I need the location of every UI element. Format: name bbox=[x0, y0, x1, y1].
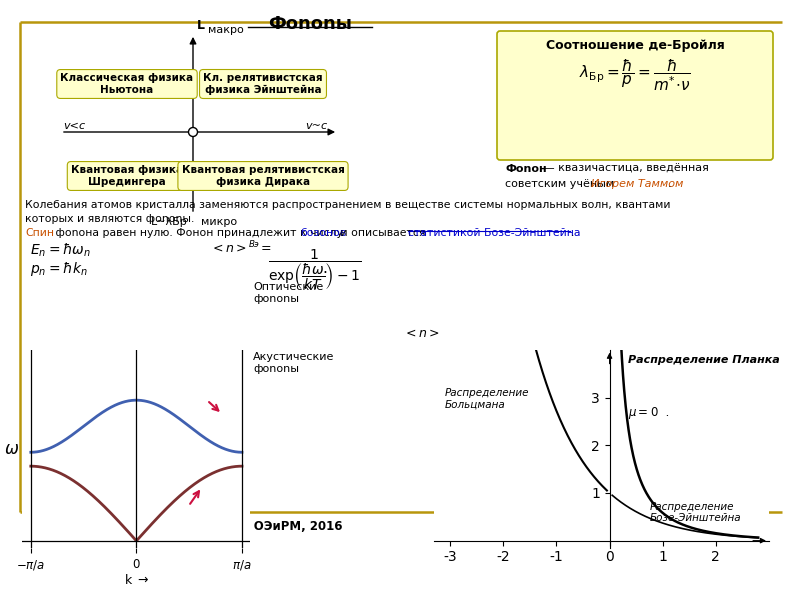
Text: v~c: v~c bbox=[305, 121, 327, 131]
Text: v<c: v<c bbox=[63, 121, 85, 131]
Text: бозонов: бозонов bbox=[300, 228, 346, 238]
Text: которых и являются фononы.: которых и являются фononы. bbox=[25, 214, 194, 224]
Text: $p_n = \hbar k_n$: $p_n = \hbar k_n$ bbox=[30, 260, 88, 278]
Text: микро: микро bbox=[201, 217, 237, 227]
Text: статистикой Бозе-Эйнштейна: статистикой Бозе-Эйнштейна bbox=[408, 228, 581, 238]
Text: .: . bbox=[668, 179, 672, 189]
Text: Акустические
фononы: Акустические фononы bbox=[253, 352, 334, 374]
Y-axis label: $\omega$: $\omega$ bbox=[4, 440, 19, 458]
FancyBboxPatch shape bbox=[497, 31, 773, 160]
X-axis label: k $\rightarrow$: k $\rightarrow$ bbox=[124, 573, 149, 587]
Text: Распределение
Больцмана: Распределение Больцмана bbox=[445, 388, 530, 410]
Text: Квантовая физика
Шредингера: Квантовая физика Шредингера bbox=[71, 165, 183, 187]
Text: и описывается: и описывается bbox=[337, 228, 429, 238]
Text: Спин: Спин bbox=[25, 228, 54, 238]
Text: L: L bbox=[197, 19, 205, 32]
Text: макро: макро bbox=[208, 25, 244, 35]
Y-axis label: $< n >$: $< n >$ bbox=[402, 327, 439, 340]
Text: Фonон: Фonон bbox=[505, 164, 546, 174]
Text: Оптические
фononы: Оптические фononы bbox=[253, 282, 323, 304]
Text: — квазичастица, введённая: — квазичастица, введённая bbox=[540, 164, 709, 174]
Text: .: . bbox=[571, 228, 574, 238]
Text: Соотношение де-Бройля: Соотношение де-Бройля bbox=[546, 39, 724, 52]
Text: Фononы: Фononы bbox=[268, 15, 352, 33]
Text: Распределение
Бозе-Эйнштейна: Распределение Бозе-Эйнштейна bbox=[650, 502, 741, 523]
Text: Распределение Планка: Распределение Планка bbox=[628, 355, 780, 365]
Text: $E_n = \hbar\omega_n$: $E_n = \hbar\omega_n$ bbox=[30, 242, 91, 259]
Text: Колебания атомов кристалла заменяются распространением в веществе системы нормал: Колебания атомов кристалла заменяются ра… bbox=[25, 200, 670, 210]
Text: фonона равен нулю. Фонон принадлежит к числу: фonона равен нулю. Фонон принадлежит к ч… bbox=[52, 228, 346, 238]
Text: L~λБр: L~λБр bbox=[151, 217, 188, 227]
Text: $\mu = 0$  .: $\mu = 0$ . bbox=[628, 404, 670, 421]
Text: советским учёным: советским учёным bbox=[505, 179, 618, 189]
Text: Классическая физика
Ньютона: Классическая физика Ньютона bbox=[61, 73, 194, 95]
X-axis label: $(E - \mu)/kT$: $(E - \mu)/kT$ bbox=[798, 540, 800, 554]
Circle shape bbox=[189, 127, 198, 136]
Text: $< n >^{B\!э} =$: $< n >^{B\!э} =$ bbox=[210, 240, 272, 257]
Text: Кл. релятивистская
физика Эйнштейна: Кл. релятивистская физика Эйнштейна bbox=[203, 73, 323, 95]
Text: $\dfrac{1}{\exp\!\left(\dfrac{\hbar\omega}{kT}\right) - 1}$: $\dfrac{1}{\exp\!\left(\dfrac{\hbar\omeg… bbox=[268, 247, 362, 292]
Text: Квантовая релятивистская
физика Дирака: Квантовая релятивистская физика Дирака bbox=[182, 165, 345, 187]
Text: Игорем Таммом: Игорем Таммом bbox=[591, 179, 683, 189]
Text: .: . bbox=[322, 261, 327, 276]
Text: $\lambda_{\rm Бр} = \dfrac{\hbar}{p} = \dfrac{\hbar}{m^{*}\!\cdot\!\nu}$: $\lambda_{\rm Бр} = \dfrac{\hbar}{p} = \… bbox=[579, 58, 691, 94]
Text: СПбГЭТУ «ЛЭТИ», кафедра МИТ, ОЭиРМ, 2016: СПбГЭТУ «ЛЭТИ», кафедра МИТ, ОЭиРМ, 2016 bbox=[25, 520, 342, 533]
